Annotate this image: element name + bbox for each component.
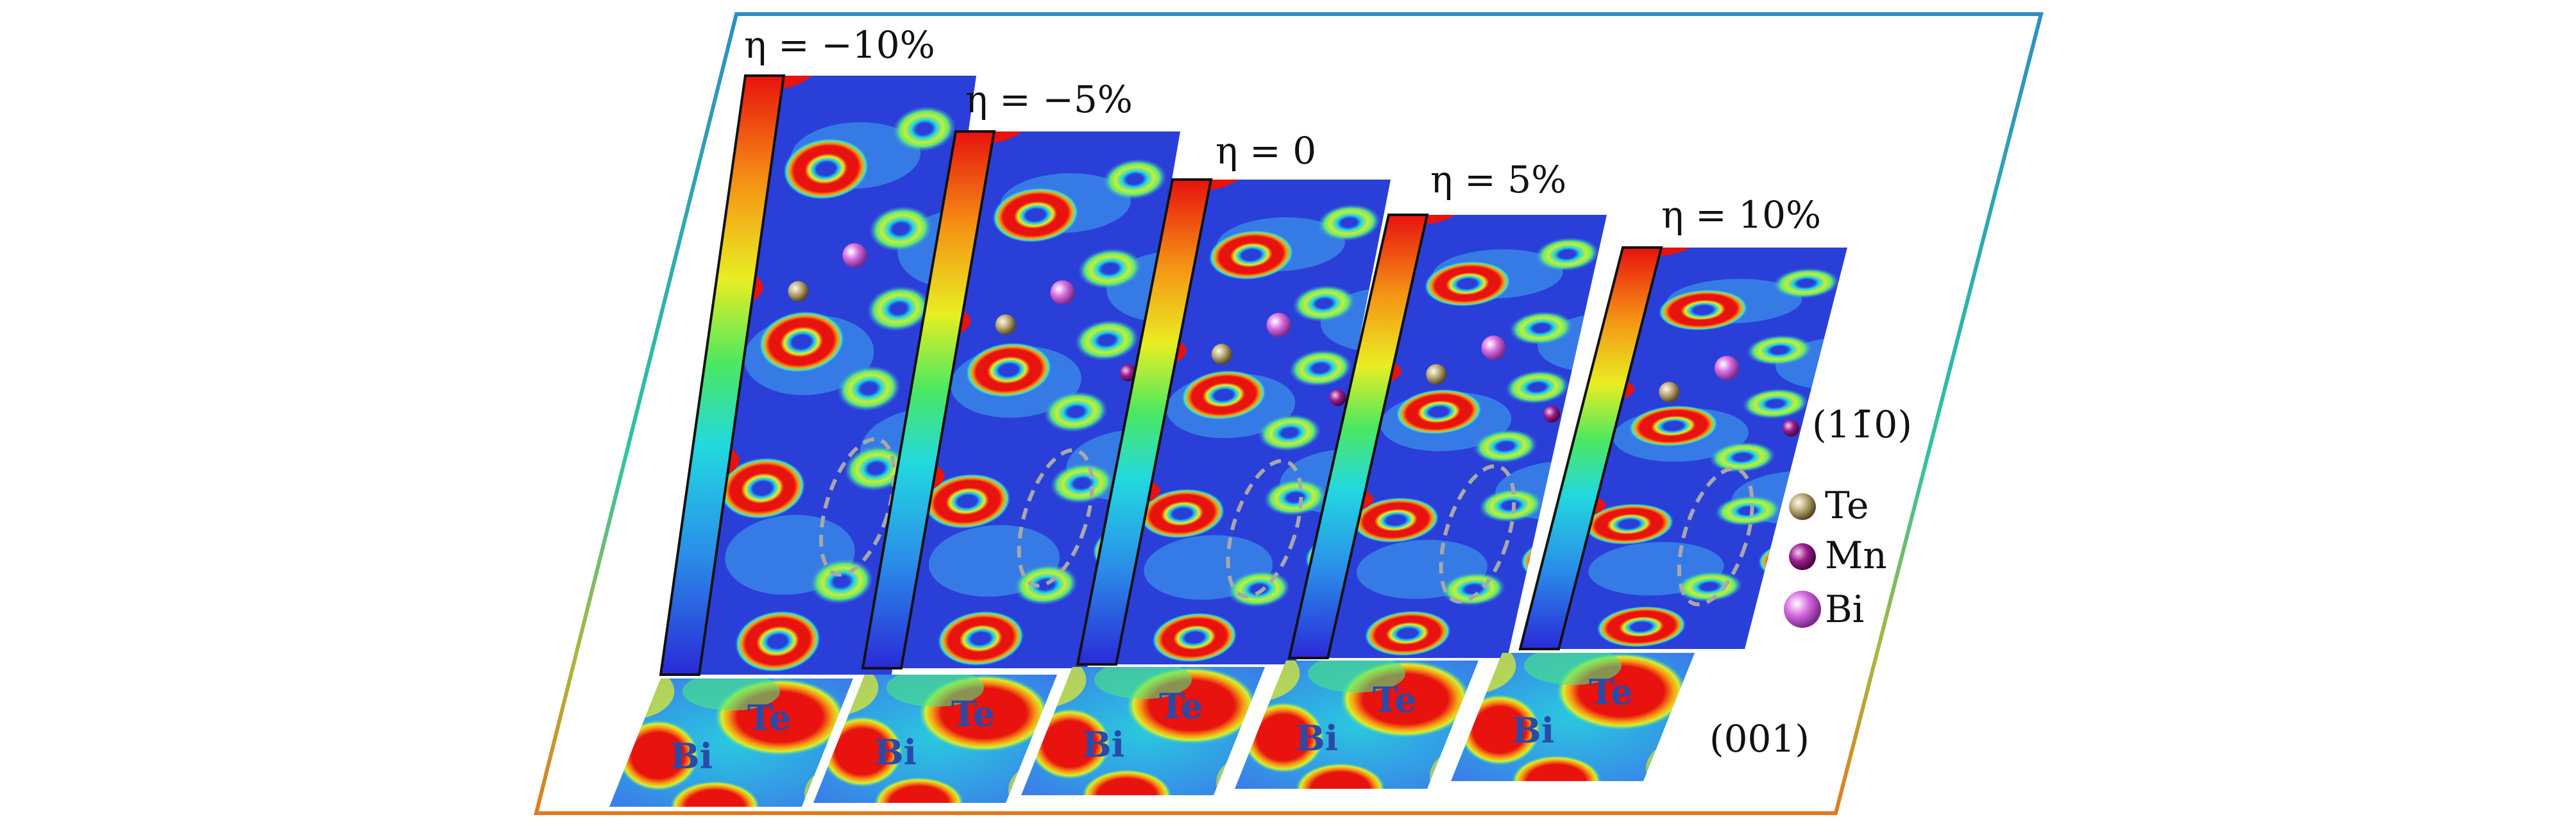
legend-label-te: Te (1825, 484, 1869, 527)
bi-atom-icon (1050, 280, 1075, 305)
highlight-ellipse (1677, 467, 1754, 607)
highlight-ellipse (1226, 459, 1303, 598)
colorbar (1076, 178, 1213, 666)
strain-label: η = 0 (1216, 129, 1316, 173)
bottom-bi-label: Bi (1082, 724, 1124, 765)
mn-legend-icon (1789, 543, 1816, 570)
strain-panel: Te Bi η = −10% (609, 23, 976, 807)
strain-panel: Te Bi η = −5% (813, 78, 1180, 803)
bottom-plane-label: (001) (1709, 717, 1809, 761)
te-legend-icon (1789, 493, 1816, 520)
te-atom-icon (1211, 344, 1232, 365)
colorbar (1518, 246, 1663, 650)
highlight-ellipse (819, 437, 896, 577)
bottom-bi-label: Bi (1512, 710, 1554, 751)
te-atom-icon (995, 314, 1016, 335)
highlight-ellipse (1439, 464, 1516, 604)
strain-label: η = 5% (1430, 158, 1566, 201)
bottom-te-label: Te (747, 697, 791, 738)
strain-panel: Te Bi η = 10% (1451, 193, 1847, 781)
bi-atom-icon (842, 243, 867, 268)
mn-atom-icon (1119, 364, 1137, 382)
plane-frame (534, 12, 2044, 815)
bottom-bi-label: Bi (670, 736, 713, 777)
bottom-te-label: Te (1159, 686, 1203, 727)
colorbar (1287, 214, 1429, 659)
legend-label-bi: Bi (1825, 587, 1864, 631)
colorbar (659, 74, 786, 676)
mn-atom-icon (1543, 405, 1561, 423)
bi-atom-icon (1715, 355, 1739, 380)
legend-label-mn: Mn (1825, 534, 1887, 577)
bottom-te-label: Te (1373, 679, 1416, 720)
colorbar (861, 130, 996, 670)
highlight-ellipse (1017, 448, 1094, 588)
bi-atom-icon (1266, 312, 1291, 337)
strain-label: η = −5% (965, 78, 1133, 121)
te-atom-icon (788, 281, 809, 302)
mn-atom-icon (1329, 389, 1346, 407)
bi-atom-icon (1481, 335, 1506, 360)
bottom-te-label: Te (951, 693, 995, 734)
strain-panel: Te Bi η = 0 (1021, 129, 1391, 795)
bottom-bi-label: Bi (1296, 718, 1338, 759)
bottom-te-label: Te (1589, 671, 1632, 712)
legend: Te Mn Bi (1784, 484, 1887, 631)
te-atom-icon (1659, 382, 1680, 403)
mn-atom-icon (1783, 419, 1799, 437)
bi-legend-icon (1784, 591, 1821, 628)
strain-panel: Te Bi η = 5% (1235, 158, 1607, 789)
te-atom-icon (1426, 364, 1447, 385)
side-plane-label: (11̄0) (1812, 403, 1912, 446)
strain-label: η = −10% (744, 23, 935, 67)
strain-label: η = 10% (1661, 193, 1821, 237)
bottom-bi-label: Bi (874, 732, 917, 773)
